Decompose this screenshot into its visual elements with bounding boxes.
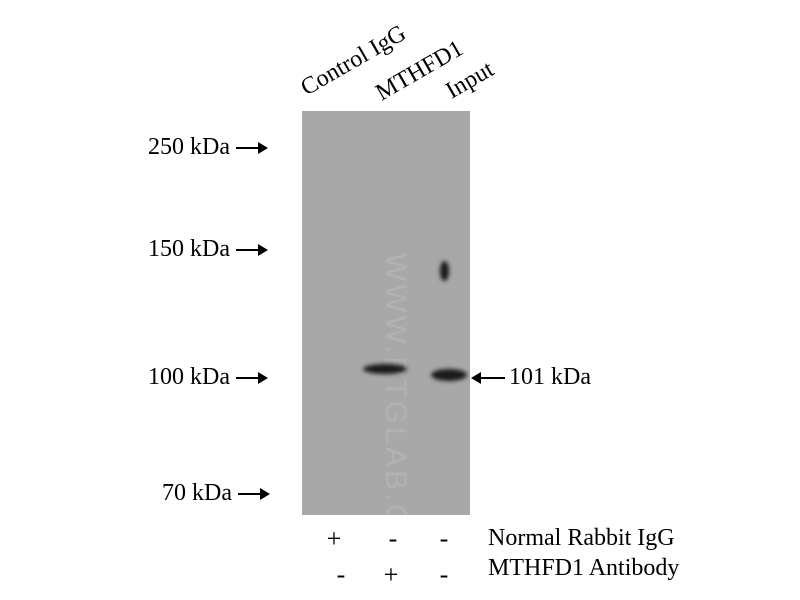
condition-label-mthfd1-antibody: MTHFD1 Antibody — [488, 555, 680, 581]
arrow-left-icon — [471, 371, 505, 384]
watermark: WWW.PTGLAB.COM — [379, 252, 413, 515]
blot-membrane: WWW.PTGLAB.COM — [302, 111, 470, 515]
marker-150: 150 kDa — [148, 236, 268, 263]
marker-250: 250 kDa — [148, 134, 268, 161]
marker-label: 150 kDa — [148, 236, 230, 262]
sign-igg-lane2: - — [388, 524, 398, 553]
band-input-101kda — [431, 369, 467, 381]
arrow-right-icon — [235, 243, 268, 256]
condition-label-normal-rabbit-igg: Normal Rabbit IgG — [488, 525, 675, 551]
marker-100: 100 kDa — [148, 364, 268, 391]
sign-antibody-lane3: - — [439, 560, 449, 589]
target-label-text: 101 kDa — [509, 364, 591, 390]
sign-antibody-lane2: + — [383, 560, 399, 589]
sign-igg-lane3: - — [439, 524, 449, 553]
arrow-right-icon — [237, 487, 270, 500]
sign-igg-lane1: + — [326, 524, 342, 553]
marker-label: 250 kDa — [148, 134, 230, 160]
arrow-right-icon — [235, 141, 268, 154]
band-mthfd1-101kda — [363, 364, 407, 374]
marker-label: 70 kDa — [162, 480, 232, 506]
band-input-nonspecific — [440, 261, 449, 281]
marker-70: 70 kDa — [162, 480, 270, 507]
target-band-label: 101 kDa — [471, 364, 591, 391]
sign-antibody-lane1: - — [336, 560, 346, 589]
marker-label: 100 kDa — [148, 364, 230, 390]
arrow-right-icon — [235, 371, 268, 384]
